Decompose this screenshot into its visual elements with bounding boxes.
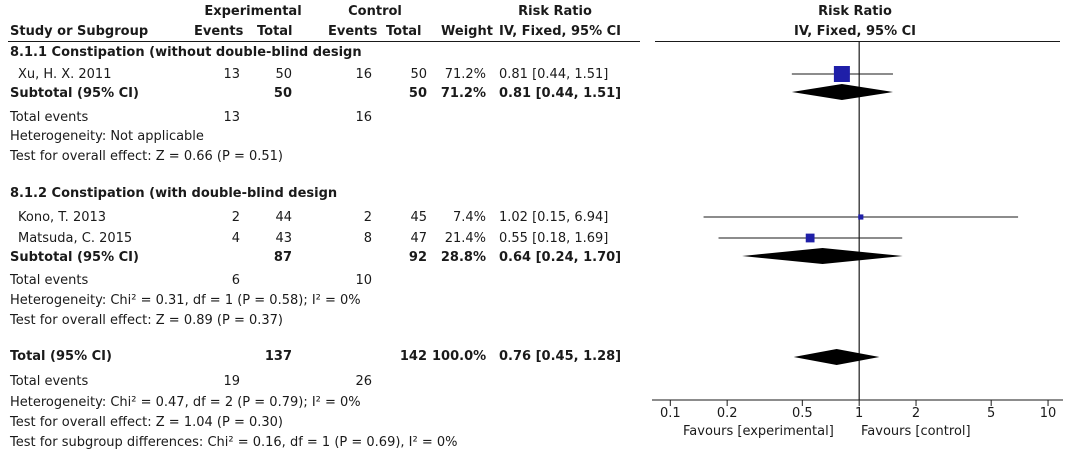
exp-total: 137 [264,349,292,364]
header-experimental: Experimental [204,4,302,19]
x-label-left: Favours [experimental] [683,424,834,439]
plot-header-rule [655,41,1060,42]
exp-events: 4 [231,231,240,246]
pooled-diamond [791,84,893,100]
risk-ratio-ci: 0.81 [0.44, 1.51] [499,67,609,82]
subtotal-label: Subtotal (95% CI) [10,86,139,101]
weight: 21.4% [444,231,486,246]
weight: 28.8% [440,250,486,265]
total-events-ctrl: 26 [355,374,372,389]
plot-title: Risk Ratio [818,4,892,19]
pooled-diamond [742,248,903,264]
exp-total: 50 [273,86,292,101]
header-ctrl-events: Events [328,24,378,39]
subgroup-title: 8.1.1 Constipation (without double-blind… [10,45,362,60]
subtotal-label: Subtotal (95% CI) [10,250,139,265]
ctrl-total: 45 [410,210,427,225]
risk-ratio-ci: 0.76 [0.45, 1.28] [499,349,622,364]
header-exp-events: Events [194,24,244,39]
ctrl-events: 2 [363,210,372,225]
header-exp-total: Total [257,24,293,39]
ctrl-total: 47 [410,231,427,246]
total-events-label: Total events [10,273,89,288]
ctrl-total: 142 [399,349,427,364]
x-tick-label: 0.5 [792,406,813,421]
subgroup-title: 8.1.2 Constipation (with double-blind de… [10,186,338,201]
heterogeneity-text: Heterogeneity: Chi² = 0.47, df = 2 (P = … [10,395,361,410]
total-events-label: Total events [10,110,89,125]
exp-total: 44 [275,210,292,225]
study-marker [858,214,864,220]
risk-ratio-ci: 1.02 [0.15, 6.94] [499,210,609,225]
pooled-diamond [793,349,880,365]
study-name: Matsuda, C. 2015 [18,231,133,246]
weight: 71.2% [444,67,486,82]
risk-ratio-ci: 0.55 [0.18, 1.69] [499,231,609,246]
x-tick-label: 5 [987,406,995,421]
study-name: Xu, H. X. 2011 [18,67,112,82]
risk-ratio-ci: 0.64 [0.24, 1.70] [499,250,622,265]
study-marker [833,66,850,82]
total-events-exp: 13 [223,110,240,125]
weight: 7.4% [452,210,486,225]
header-control: Control [348,4,402,19]
overall-effect-text: Test for overall effect: Z = 0.89 (P = 0… [10,313,283,328]
header-method: IV, Fixed, 95% CI [499,24,622,39]
header-weight: Weight [441,24,493,39]
weight: 100.0% [432,349,487,364]
x-tick-label: 10 [1040,406,1057,421]
header-ctrl-total: Total [386,24,422,39]
weight: 71.2% [440,86,486,101]
heterogeneity-text: Heterogeneity: Chi² = 0.31, df = 1 (P = … [10,293,361,308]
exp-total: 43 [275,231,292,246]
study-name: Kono, T. 2013 [18,210,107,225]
ctrl-total: 92 [408,250,427,265]
x-tick-label: 2 [912,406,920,421]
x-tick-label: 0.2 [717,406,738,421]
heterogeneity-text: Heterogeneity: Not applicable [10,129,204,144]
exp-total: 87 [273,250,292,265]
risk-ratio-ci: 0.81 [0.44, 1.51] [499,86,622,101]
total-events-exp: 19 [223,374,240,389]
overall-effect-text: Test for overall effect: Z = 0.66 (P = 0… [10,149,283,164]
total-events-ctrl: 10 [355,273,372,288]
exp-events: 2 [231,210,240,225]
subgroup-differences-text: Test for subgroup differences: Chi² = 0.… [10,435,458,450]
study-marker [805,233,815,243]
ctrl-events: 8 [363,231,372,246]
total-label: Total (95% CI) [10,349,112,364]
ctrl-total: 50 [408,86,427,101]
header-study-or-subgroup: Study or Subgroup [10,24,149,39]
total-events-exp: 6 [231,273,240,288]
x-label-right: Favours [control] [861,424,971,439]
overall-effect-text: Test for overall effect: Z = 1.04 (P = 0… [10,415,283,430]
header-risk-ratio: Risk Ratio [518,4,592,19]
x-tick-label: 0.1 [660,406,681,421]
ctrl-total: 50 [410,67,427,82]
total-events-label: Total events [10,374,89,389]
exp-events: 13 [223,67,240,82]
plot-subtitle: IV, Fixed, 95% CI [793,24,916,39]
header-rule [8,41,640,42]
total-events-ctrl: 16 [355,110,372,125]
ctrl-events: 16 [355,67,372,82]
exp-total: 50 [275,67,292,82]
x-tick-label: 1 [855,406,863,421]
